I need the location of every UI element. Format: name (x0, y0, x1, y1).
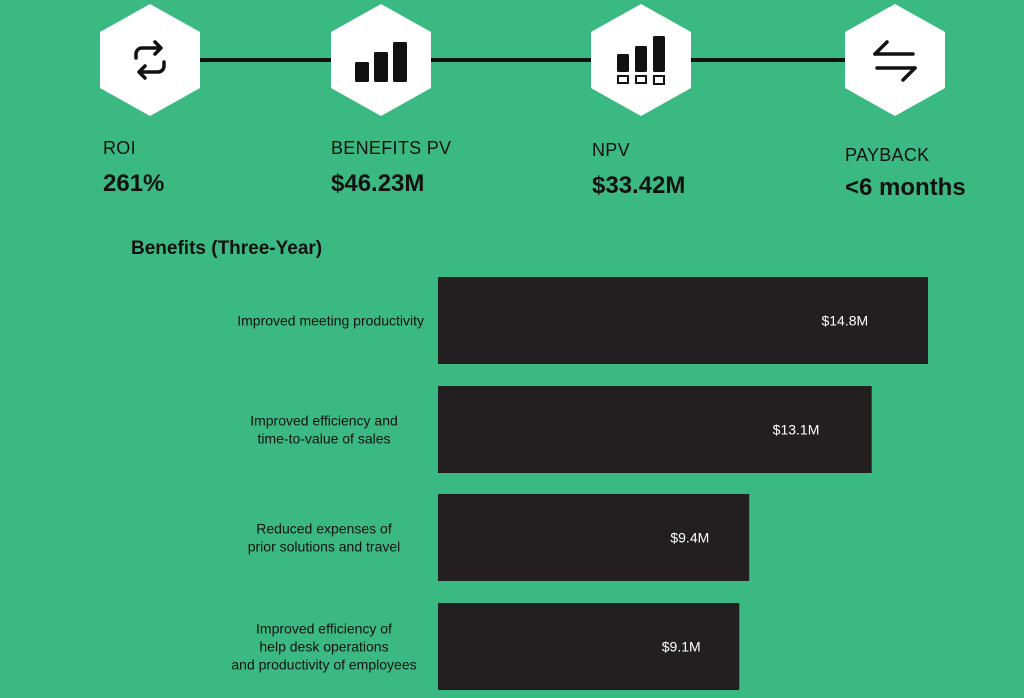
arrows-exchange-icon (873, 40, 917, 82)
category-label-4: Improved efficiency of help desk operatio… (231, 621, 416, 673)
metric-benefits-pv-value: $46.23M (331, 170, 425, 197)
category-label-line: Improved efficiency and (250, 413, 398, 429)
metric-roi-value: 261% (103, 170, 165, 197)
metric-npv-hexagon (591, 4, 691, 116)
category-label-line: help desk operations (259, 639, 388, 655)
bar-4 (438, 603, 740, 690)
metric-payback-label: PAYBACK (845, 145, 930, 165)
bar-value-label-3: $9.4M (670, 530, 709, 546)
bar-2 (438, 386, 872, 473)
category-label-line: Reduced expenses of (256, 521, 392, 537)
category-label-line: Improved meeting productivity (237, 313, 424, 329)
bar-value-label-2: $13.1M (773, 422, 820, 438)
metric-payback-value: <6 months (845, 174, 966, 201)
category-label-line: time-to-value of sales (257, 431, 390, 447)
category-label-line: Improved efficiency of (256, 621, 392, 637)
metrics-connector-line (150, 58, 895, 62)
chart-title: Benefits (Three-Year) (131, 238, 323, 259)
metric-roi-label: ROI (103, 138, 136, 158)
category-label-line: and productivity of employees (231, 657, 416, 673)
metric-npv-value: $33.42M (592, 172, 686, 199)
metric-payback-hexagon (845, 4, 945, 116)
bar-3 (438, 494, 750, 581)
refresh-icon (134, 40, 166, 80)
category-label-3: Reduced expenses of prior solutions and t… (248, 521, 401, 555)
category-label-1: Improved meeting productivity (237, 313, 424, 329)
category-label-line: prior solutions and travel (248, 539, 401, 555)
bar-value-label-4: $9.1M (662, 639, 701, 655)
metric-benefits-pv-label: BENEFITS PV (331, 138, 452, 158)
metric-npv-label: NPV (592, 140, 630, 160)
bar-chart-with-boxes-icon (617, 36, 665, 85)
bar-value-label-1: $14.8M (821, 313, 868, 329)
bar-1 (438, 277, 928, 364)
bar-chart-icon (355, 42, 407, 82)
category-label-2: Improved efficiency and time-to-value of … (250, 413, 398, 447)
